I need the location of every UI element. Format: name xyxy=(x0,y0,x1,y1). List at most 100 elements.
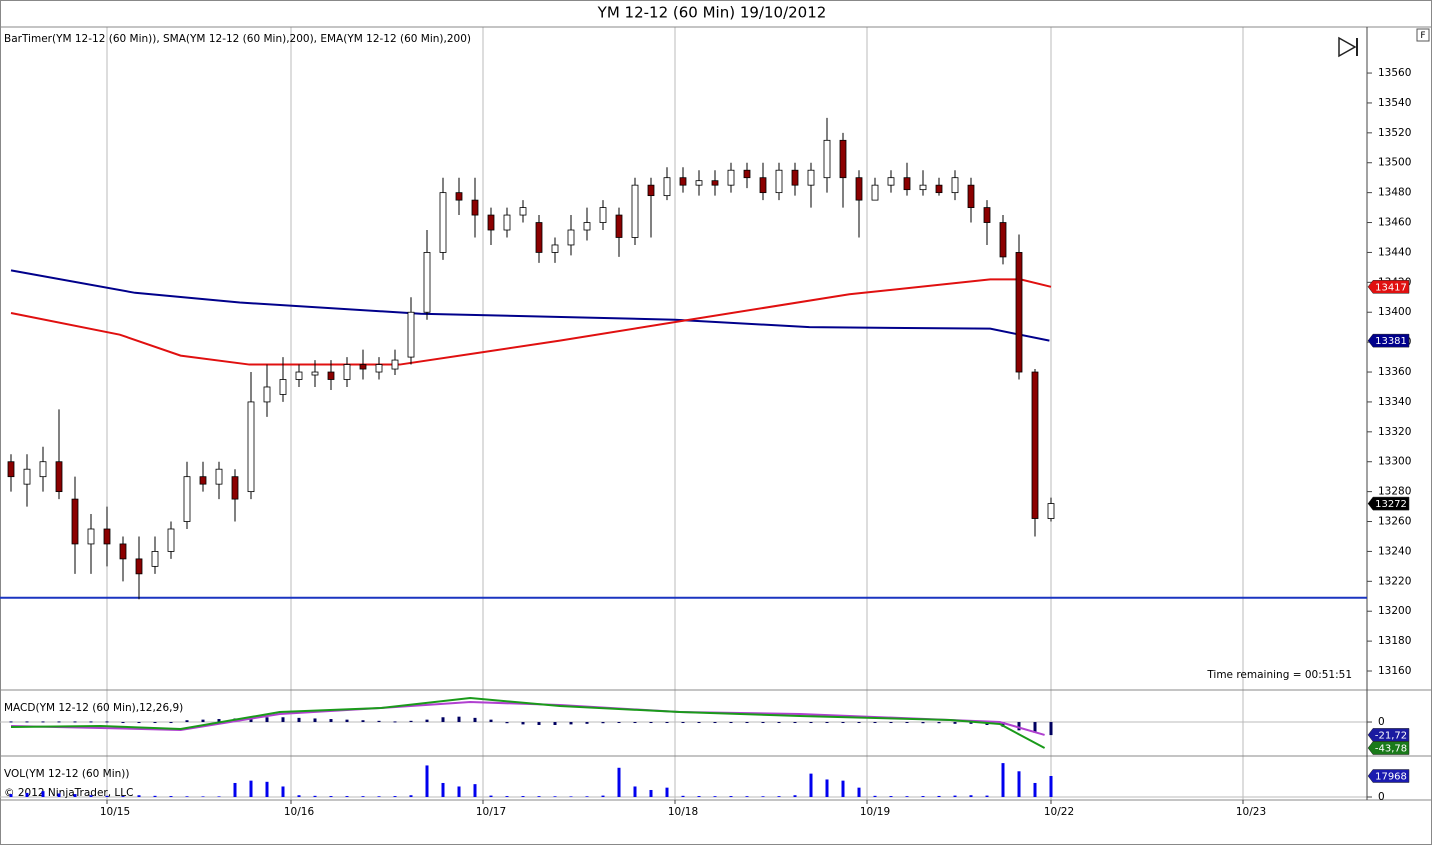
candle-body xyxy=(55,461,63,493)
y-tick-label: 0 xyxy=(1378,716,1385,728)
candle-body xyxy=(231,476,239,500)
indicator-line xyxy=(10,269,1050,342)
histogram-bar xyxy=(681,722,685,724)
candle-body xyxy=(1015,252,1023,373)
volume-bar xyxy=(457,786,461,798)
x-tick-label: 10/22 xyxy=(1044,806,1074,818)
volume-bar xyxy=(889,796,893,798)
candle-body xyxy=(663,177,671,197)
volume-bar xyxy=(649,789,653,798)
histogram-bar xyxy=(473,717,477,723)
volume-bar xyxy=(777,796,781,798)
volume-bar xyxy=(521,796,525,798)
y-tick-label: 13360 xyxy=(1378,366,1411,378)
indicator-line xyxy=(10,278,1052,366)
volume-bar xyxy=(153,795,157,798)
corner-label: F xyxy=(1420,31,1425,41)
volume-bar xyxy=(905,796,909,798)
volume-bar xyxy=(249,780,253,798)
corner-box[interactable] xyxy=(1416,28,1430,42)
volume-bar xyxy=(1049,776,1053,798)
play-icon[interactable] xyxy=(1338,36,1358,58)
volume-bar xyxy=(809,773,813,798)
candle-body xyxy=(279,379,287,395)
volume-bar xyxy=(665,787,669,798)
candle-body xyxy=(503,214,511,231)
volume-bar xyxy=(393,796,397,798)
panel-title: MACD(YM 12-12 (60 Min),12,26,9) xyxy=(4,702,183,714)
price-marker-label: 13381 xyxy=(1375,336,1407,347)
candle-body xyxy=(135,558,143,575)
candle-body xyxy=(551,244,559,253)
histogram-bar xyxy=(505,722,509,724)
candle-body xyxy=(791,169,799,186)
price-marker-label: 13417 xyxy=(1375,282,1407,293)
histogram-bar xyxy=(441,717,445,723)
candle-body xyxy=(615,214,623,238)
volume-bar xyxy=(825,779,829,798)
y-tick-label: 13520 xyxy=(1378,127,1411,139)
histogram-bar xyxy=(377,720,381,723)
candle-body xyxy=(247,401,255,493)
volume-bar xyxy=(1001,763,1005,798)
histogram-bar xyxy=(585,722,589,724)
x-tick-label: 10/19 xyxy=(860,806,890,818)
volume-bar xyxy=(409,795,413,798)
histogram-bar xyxy=(937,722,941,724)
histogram-bar xyxy=(857,722,861,724)
histogram-bar xyxy=(841,722,845,724)
volume-bar xyxy=(713,796,717,798)
candle-body xyxy=(103,528,111,545)
volume-bar xyxy=(585,796,589,798)
volume-bar xyxy=(185,796,189,798)
candle-body xyxy=(23,468,31,485)
y-tick-label: 0 xyxy=(1378,791,1385,803)
histogram-bar xyxy=(393,721,397,723)
candle-body xyxy=(375,364,383,373)
candle-body xyxy=(919,184,927,191)
price-marker-label: 13272 xyxy=(1375,499,1407,510)
candle-body xyxy=(263,386,271,403)
volume-bar xyxy=(697,796,701,798)
volume-bar xyxy=(281,786,285,798)
candle-body xyxy=(119,543,127,560)
price-marker xyxy=(1367,728,1410,742)
histogram-bar xyxy=(57,721,61,723)
chart-title: YM 12-12 (60 Min) 19/10/2012 xyxy=(597,4,827,22)
histogram-bar xyxy=(281,717,285,723)
candle-body xyxy=(39,461,47,478)
histogram-bar xyxy=(297,717,301,723)
candle-body xyxy=(999,222,1007,258)
price-marker xyxy=(1367,769,1410,783)
candle-body xyxy=(647,184,655,197)
candle-body xyxy=(1031,371,1039,519)
volume-bar xyxy=(857,787,861,798)
volume-bar xyxy=(137,795,141,798)
x-tick-label: 10/17 xyxy=(476,806,506,818)
volume-bar xyxy=(377,796,381,798)
volume-bar xyxy=(761,796,765,798)
histogram-bar xyxy=(89,721,93,723)
histogram-bar xyxy=(569,722,573,725)
volume-bar xyxy=(969,795,973,798)
price-marker-label: -43,78 xyxy=(1375,744,1407,755)
histogram-bar xyxy=(489,719,493,723)
candle-body xyxy=(295,371,303,380)
y-tick-label: 13160 xyxy=(1378,665,1411,677)
histogram-bar xyxy=(313,718,317,723)
histogram-bar xyxy=(761,722,765,724)
volume-bar xyxy=(601,795,605,798)
y-tick-label: 13300 xyxy=(1378,456,1411,468)
volume-bar xyxy=(569,796,573,798)
volume-bar xyxy=(489,795,493,798)
candle-body xyxy=(599,207,607,223)
volume-bar xyxy=(89,795,93,798)
candle-body xyxy=(775,169,783,194)
volume-bar xyxy=(729,796,733,798)
histogram-bar xyxy=(729,722,733,724)
y-tick-label: 13560 xyxy=(1378,67,1411,79)
candle-body xyxy=(695,180,703,186)
histogram-bar xyxy=(409,720,413,723)
